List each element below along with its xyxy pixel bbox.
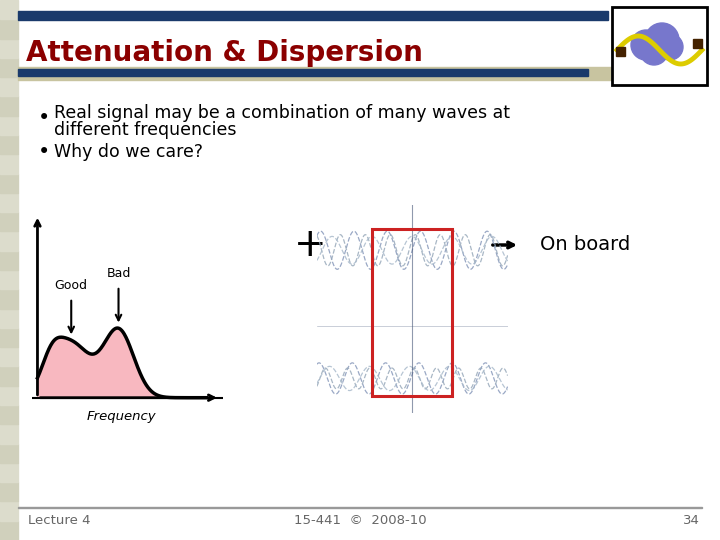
Bar bbox=[0, 463, 18, 482]
Circle shape bbox=[645, 23, 679, 57]
Bar bbox=[0, 386, 18, 405]
Bar bbox=[18, 69, 588, 76]
Bar bbox=[0, 482, 18, 502]
Bar bbox=[0, 502, 18, 521]
Bar bbox=[693, 39, 702, 48]
Text: •: • bbox=[38, 142, 50, 162]
Bar bbox=[0, 135, 18, 154]
Text: Lecture 4: Lecture 4 bbox=[28, 514, 91, 526]
Bar bbox=[0, 212, 18, 232]
Text: •: • bbox=[38, 108, 50, 128]
Text: 34: 34 bbox=[683, 514, 700, 526]
Bar bbox=[0, 173, 18, 193]
Bar bbox=[0, 289, 18, 308]
Text: Good: Good bbox=[55, 279, 88, 292]
Bar bbox=[0, 270, 18, 289]
Bar bbox=[0, 308, 18, 328]
Text: On board: On board bbox=[540, 235, 630, 254]
Bar bbox=[0, 232, 18, 251]
Bar bbox=[612, 7, 707, 85]
Bar bbox=[0, 0, 18, 19]
Text: Bad: Bad bbox=[107, 267, 131, 280]
Bar bbox=[0, 116, 18, 135]
Bar bbox=[0, 424, 18, 443]
Bar bbox=[0, 328, 18, 347]
Bar bbox=[0, 97, 18, 116]
Bar bbox=[0, 367, 18, 386]
Text: Frequency: Frequency bbox=[87, 410, 157, 423]
Bar bbox=[0, 77, 18, 97]
Bar bbox=[18, 507, 702, 508]
Text: +: + bbox=[294, 226, 326, 264]
Bar bbox=[0, 405, 18, 424]
Bar bbox=[18, 67, 702, 80]
Circle shape bbox=[631, 30, 661, 60]
Text: Real signal may be a combination of many waves at: Real signal may be a combination of many… bbox=[54, 104, 510, 122]
Bar bbox=[18, 11, 608, 20]
Circle shape bbox=[657, 34, 683, 60]
Bar bbox=[0, 193, 18, 212]
Bar bbox=[0, 251, 18, 270]
Text: 15-441  ©  2008-10: 15-441 © 2008-10 bbox=[294, 514, 426, 526]
Bar bbox=[0, 154, 18, 173]
Bar bbox=[0, 521, 18, 540]
Bar bbox=[0, 347, 18, 367]
Bar bbox=[0, 19, 18, 38]
Text: Attenuation & Dispersion: Attenuation & Dispersion bbox=[26, 39, 423, 67]
Bar bbox=[616, 47, 625, 56]
Bar bbox=[372, 230, 452, 396]
Bar bbox=[0, 58, 18, 77]
Text: Why do we care?: Why do we care? bbox=[54, 143, 203, 161]
Bar bbox=[0, 443, 18, 463]
Bar bbox=[0, 38, 18, 58]
Text: different frequencies: different frequencies bbox=[54, 121, 236, 139]
Circle shape bbox=[640, 37, 668, 65]
